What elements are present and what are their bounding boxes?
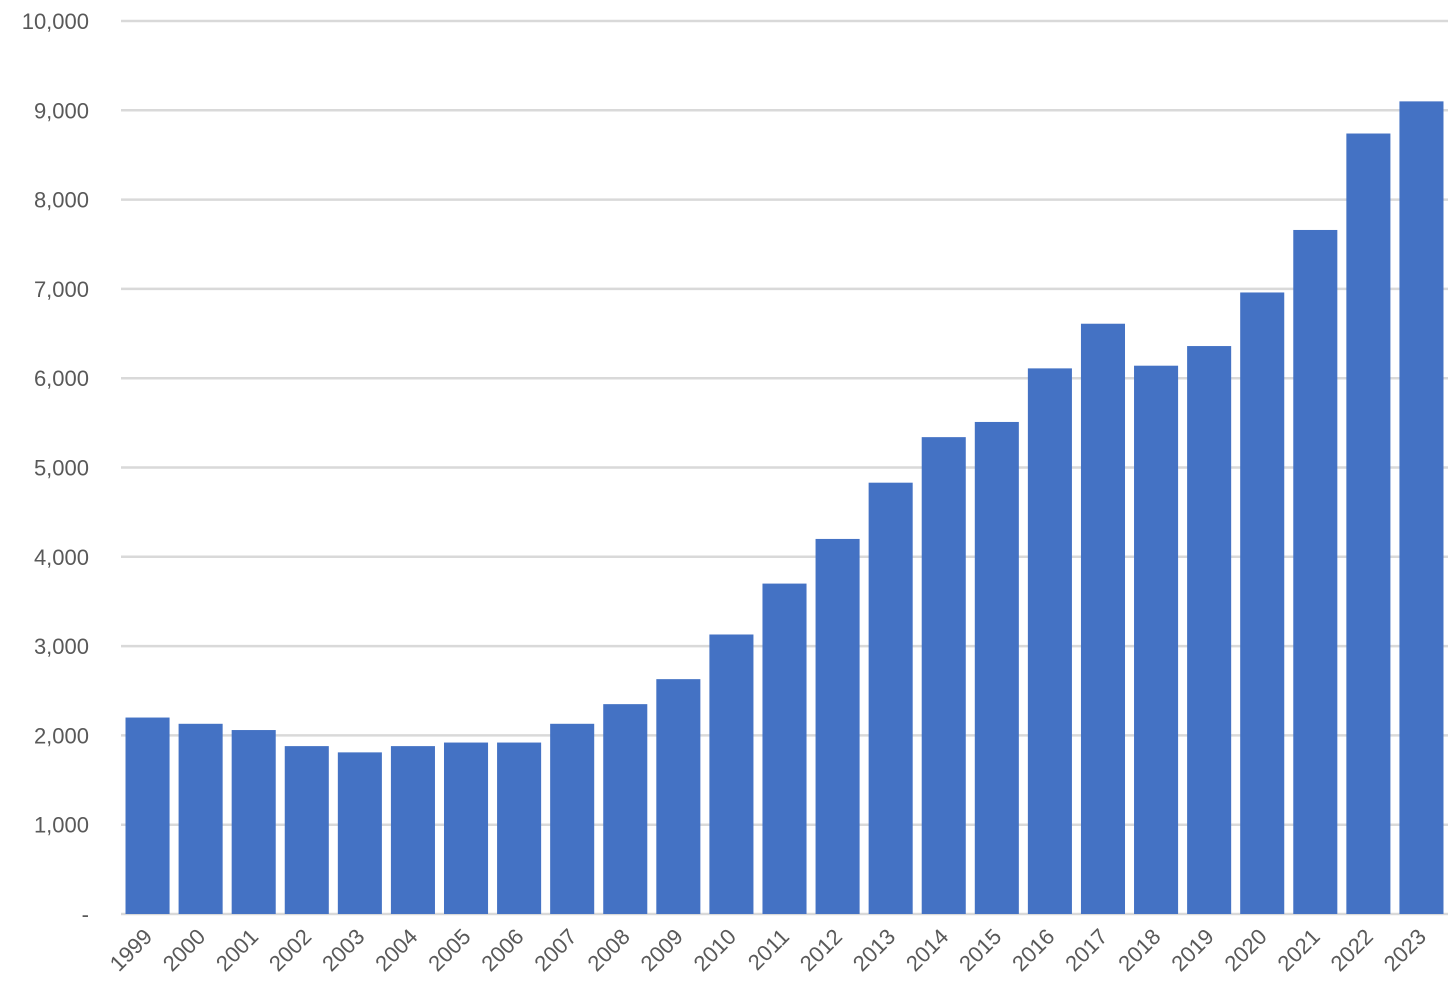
bar-2013 bbox=[868, 482, 913, 914]
bar-1999 bbox=[125, 717, 170, 914]
y-tick-label: - bbox=[82, 902, 89, 927]
x-tick-label: 2014 bbox=[901, 924, 953, 976]
bar-2000 bbox=[178, 723, 223, 914]
bar-2015 bbox=[974, 421, 1019, 914]
x-tick-label: 2013 bbox=[848, 924, 900, 976]
x-tick-label: 2011 bbox=[743, 924, 794, 975]
y-tick-label: 2,000 bbox=[34, 723, 89, 748]
y-tick-label: 9,000 bbox=[34, 98, 89, 123]
x-tick-label: 2000 bbox=[158, 924, 210, 976]
x-axis-ticks: 1999 2000 2001 2002 2003 2004 2005 2006 2007 2008… bbox=[105, 924, 1431, 976]
y-tick-label: 5,000 bbox=[34, 456, 89, 481]
x-tick-label: 2017 bbox=[1060, 924, 1112, 976]
y-tick-label: 10,000 bbox=[22, 9, 89, 34]
x-tick-label: 2007 bbox=[529, 924, 581, 976]
x-tick-label: 2005 bbox=[423, 924, 475, 976]
x-tick-label: 2010 bbox=[689, 924, 741, 976]
y-tick-label: 4,000 bbox=[34, 545, 89, 570]
bar-2007 bbox=[550, 723, 595, 914]
x-tick-label: 2004 bbox=[370, 924, 422, 976]
bar-2008 bbox=[603, 704, 648, 914]
x-tick-label: 2008 bbox=[583, 924, 635, 976]
y-tick-label: 8,000 bbox=[34, 188, 89, 213]
bar-2020 bbox=[1240, 292, 1285, 914]
y-axis-ticks: - 1,000 2,000 3,000 4,000 5,000 6,000 7,000 8,00… bbox=[22, 9, 89, 927]
bars bbox=[125, 101, 1444, 915]
bar-2002 bbox=[284, 746, 329, 914]
bar-2019 bbox=[1187, 346, 1232, 914]
bar-2001 bbox=[231, 730, 276, 914]
x-tick-label: 2023 bbox=[1379, 924, 1431, 976]
bar-2016 bbox=[1027, 368, 1072, 914]
y-tick-label: 7,000 bbox=[34, 277, 89, 302]
x-tick-label: 2009 bbox=[636, 924, 688, 976]
x-tick-label: 2018 bbox=[1113, 924, 1165, 976]
bar-2003 bbox=[337, 752, 382, 914]
bar-2022 bbox=[1346, 133, 1391, 914]
y-tick-label: 6,000 bbox=[34, 366, 89, 391]
x-tick-label: 2022 bbox=[1326, 924, 1378, 976]
bar-2023 bbox=[1399, 101, 1444, 915]
bar-2005 bbox=[443, 742, 489, 914]
bar-2017 bbox=[1080, 323, 1126, 914]
x-tick-label: 2002 bbox=[264, 924, 316, 976]
bar-2021 bbox=[1293, 229, 1338, 914]
bar-2009 bbox=[656, 679, 701, 914]
x-tick-label: 2021 bbox=[1273, 924, 1325, 976]
bar-2004 bbox=[390, 746, 435, 914]
bar-2014 bbox=[921, 437, 966, 914]
x-tick-label: 1999 bbox=[105, 924, 157, 976]
bar-2018 bbox=[1134, 365, 1179, 914]
x-tick-label: 2020 bbox=[1219, 924, 1271, 976]
x-tick-label: 2015 bbox=[954, 924, 1006, 976]
bar-2006 bbox=[497, 742, 542, 914]
bar-2012 bbox=[815, 538, 860, 914]
x-tick-label: 2012 bbox=[795, 924, 847, 976]
x-tick-label: 2006 bbox=[476, 924, 528, 976]
y-tick-label: 1,000 bbox=[34, 813, 89, 838]
x-tick-label: 2016 bbox=[1007, 924, 1059, 976]
bar-2011 bbox=[762, 583, 807, 914]
x-tick-label: 2001 bbox=[211, 924, 263, 976]
x-tick-label: 2019 bbox=[1166, 924, 1218, 976]
x-tick-label: 2003 bbox=[317, 924, 369, 976]
bar-2010 bbox=[709, 634, 754, 914]
y-tick-label: 3,000 bbox=[34, 634, 89, 659]
